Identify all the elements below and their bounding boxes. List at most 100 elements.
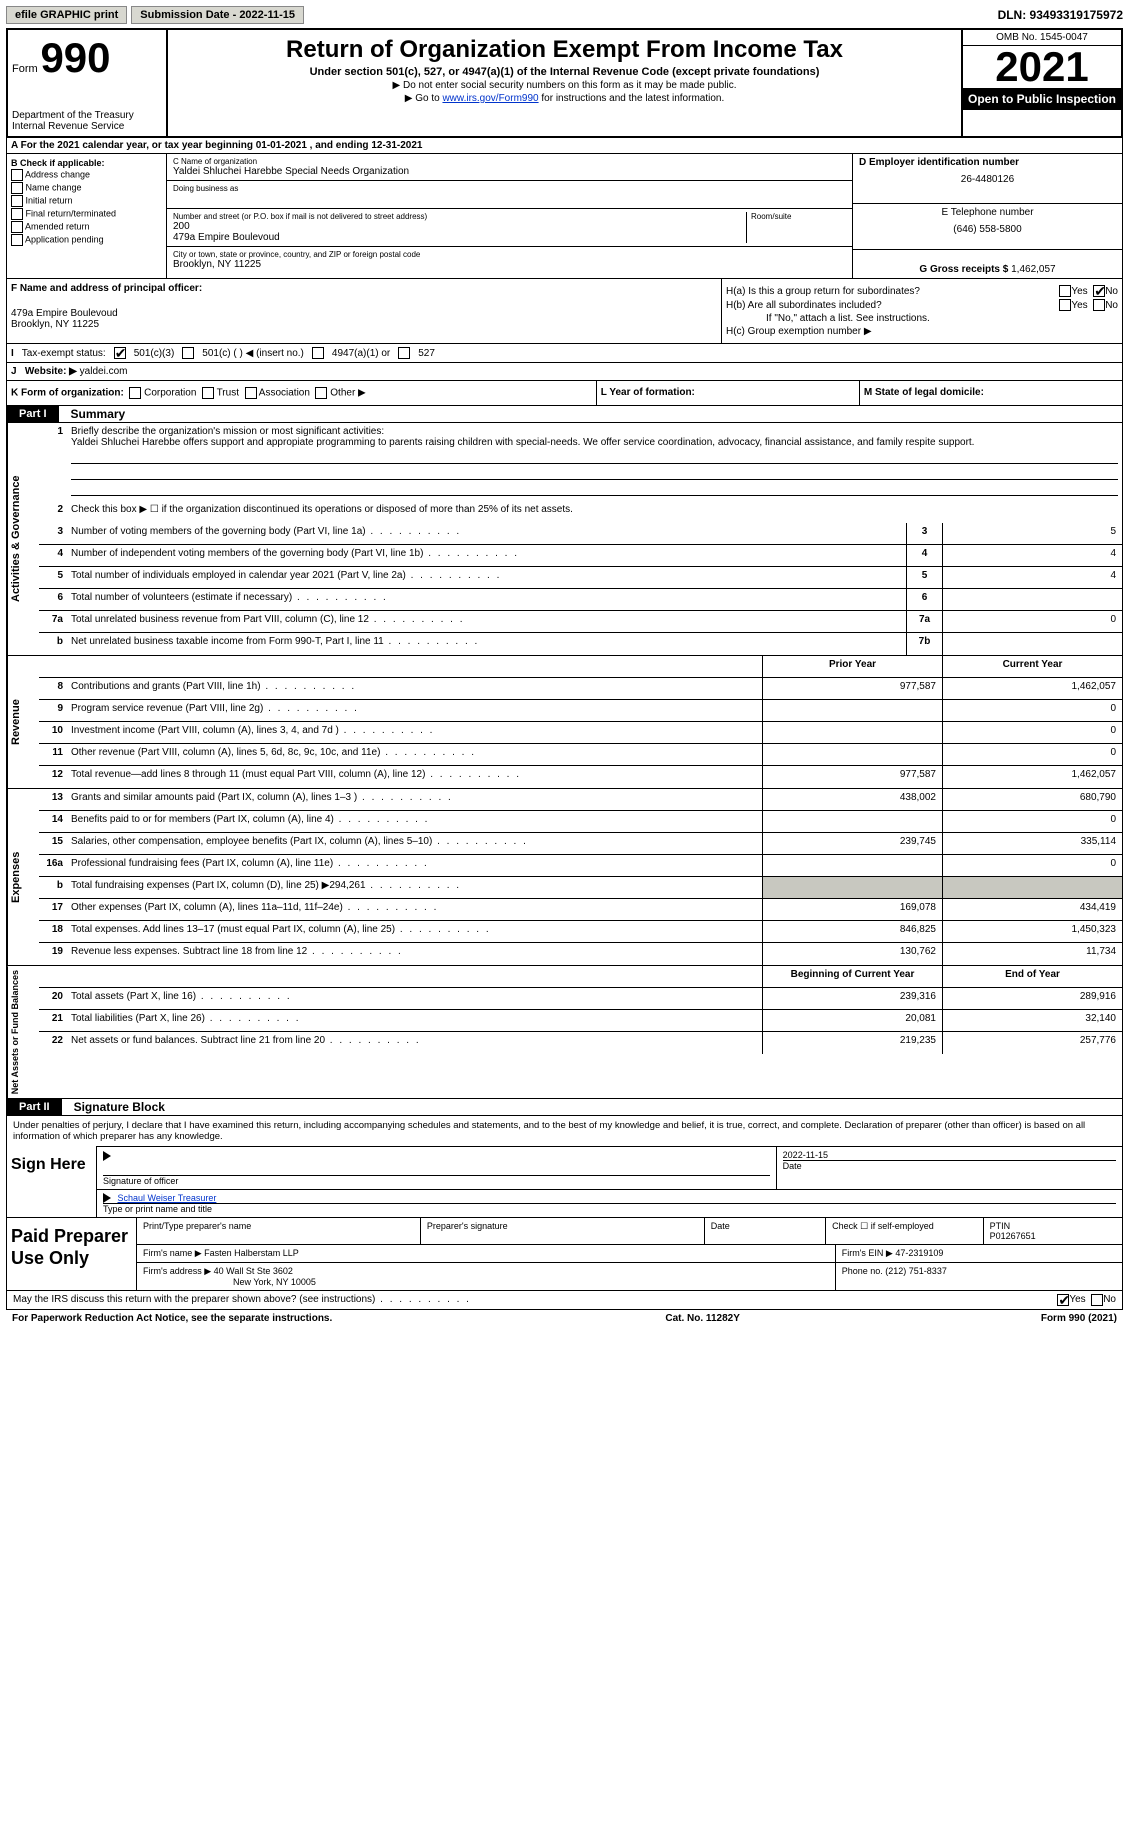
ha-label: H(a) Is this a group return for subordin… <box>726 286 1059 297</box>
section-b-c-d: B Check if applicable: Address change Na… <box>6 154 1123 279</box>
form-title: Return of Organization Exempt From Incom… <box>176 36 953 64</box>
signature-declaration: Under penalties of perjury, I declare th… <box>7 1116 1122 1146</box>
submission-date-button[interactable]: Submission Date - 2022-11-15 <box>131 6 304 24</box>
vtab-revenue: Revenue <box>7 656 39 788</box>
cb-4947[interactable] <box>312 347 324 359</box>
m-state-domicile: M State of legal domicile: <box>864 387 984 398</box>
ha-no[interactable] <box>1093 285 1105 297</box>
sig-date-value: 2022-11-15 <box>783 1150 1116 1160</box>
form-number: 990 <box>40 34 110 81</box>
part-i-bar: Part I Summary <box>6 406 1123 423</box>
check-se[interactable]: Check ☐ if self-employed <box>826 1218 983 1244</box>
prep-date-label: Date <box>705 1218 826 1244</box>
current-year-header: Current Year <box>942 656 1122 677</box>
cb-assoc[interactable] <box>245 387 257 399</box>
type-print-label: Type or print name and title <box>103 1203 1116 1214</box>
dba-label: Doing business as <box>173 184 846 193</box>
dln-label: DLN: 93493319175972 <box>998 8 1123 22</box>
ein-value: 26-4480126 <box>859 174 1116 185</box>
firm-name: Fasten Halberstam LLP <box>204 1248 299 1258</box>
dept-treasury: Department of the Treasury <box>12 110 162 121</box>
hb-no[interactable] <box>1093 299 1105 311</box>
vtab-expenses: Expenses <box>7 789 39 965</box>
form-word: Form <box>12 63 38 75</box>
website-value: yaldei.com <box>80 366 128 377</box>
cb-app-pending[interactable]: Application pending <box>11 234 162 246</box>
firm-ein: 47-2319109 <box>895 1248 943 1258</box>
top-bar: efile GRAPHIC print Submission Date - 20… <box>6 6 1123 24</box>
sig-officer-label: Signature of officer <box>103 1175 770 1186</box>
tax-year: 2021 <box>963 46 1121 88</box>
phone-label: E Telephone number <box>859 207 1116 218</box>
officer-name[interactable]: Schaul Weiser Treasurer <box>118 1193 217 1203</box>
l-year-formation: L Year of formation: <box>601 387 695 398</box>
col-c-org-info: C Name of organization Yaldei Shluchei H… <box>167 154 852 278</box>
cb-other[interactable] <box>315 387 327 399</box>
officer-addr2: Brooklyn, NY 11225 <box>11 319 717 330</box>
part-ii-title: Signature Block <box>62 1100 165 1114</box>
vtab-netassets: Net Assets or Fund Balances <box>7 966 39 1098</box>
begin-year-header: Beginning of Current Year <box>762 966 942 987</box>
sign-here-label: Sign Here <box>7 1146 97 1217</box>
irs-label: Internal Revenue Service <box>12 121 162 132</box>
footer-last: For Paperwork Reduction Act Notice, see … <box>6 1310 1123 1327</box>
street-label: Number and street (or P.O. box if mail i… <box>173 212 746 221</box>
discuss-row: May the IRS discuss this return with the… <box>6 1291 1123 1310</box>
col-h-group: H(a) Is this a group return for subordin… <box>722 279 1122 343</box>
discuss-no[interactable] <box>1091 1294 1103 1306</box>
form-footer: Form 990 (2021) <box>841 1313 1117 1324</box>
city-value: Brooklyn, NY 11225 <box>173 259 846 270</box>
row-a-calendar-year: A For the 2021 calendar year, or tax yea… <box>6 138 1123 154</box>
q2-text: Check this box ▶ ☐ if the organization d… <box>67 501 1122 523</box>
ptin-label: PTIN <box>990 1221 1116 1231</box>
cb-501c[interactable] <box>182 347 194 359</box>
irs-link[interactable]: www.irs.gov/Form990 <box>442 93 538 104</box>
efile-print-button[interactable]: efile GRAPHIC print <box>6 6 127 24</box>
cat-no: Cat. No. 11282Y <box>565 1313 841 1324</box>
header-middle: Return of Organization Exempt From Incom… <box>168 30 961 136</box>
end-year-header: End of Year <box>942 966 1122 987</box>
ein-label: D Employer identification number <box>859 157 1019 168</box>
sig-date-label: Date <box>783 1160 1116 1171</box>
firm-addr2: New York, NY 10005 <box>143 1277 316 1287</box>
cb-initial-return[interactable]: Initial return <box>11 195 162 207</box>
paid-preparer-label: Paid Preparer Use Only <box>7 1218 137 1290</box>
discuss-yes[interactable] <box>1057 1294 1069 1306</box>
ha-yes[interactable] <box>1059 285 1071 297</box>
form-header: Form 990 Department of the Treasury Inte… <box>6 28 1123 138</box>
cb-final-return[interactable]: Final return/terminated <box>11 208 162 220</box>
public-inspection: Open to Public Inspection <box>963 88 1121 110</box>
activities-governance-grid: Activities & Governance 1 Briefly descri… <box>6 423 1123 656</box>
row-i-tax-status: I Tax-exempt status: 501(c)(3) 501(c) ( … <box>6 344 1123 363</box>
gross-label: G Gross receipts $ <box>919 264 1008 275</box>
form-subtitle: Under section 501(c), 527, or 4947(a)(1)… <box>176 66 953 78</box>
cb-corp[interactable] <box>129 387 141 399</box>
print-name-label: Print/Type preparer's name <box>137 1218 421 1244</box>
netassets-grid: Net Assets or Fund Balances Beginning of… <box>6 966 1123 1099</box>
header-right: OMB No. 1545-0047 2021 Open to Public In… <box>961 30 1121 136</box>
col-b-checkboxes: B Check if applicable: Address change Na… <box>7 154 167 278</box>
gross-value: 1,462,057 <box>1011 264 1056 275</box>
cb-name-change[interactable]: Name change <box>11 182 162 194</box>
prep-phone: (212) 751-8337 <box>885 1266 947 1276</box>
row-j-website: J Website: ▶ yaldei.com <box>6 363 1123 381</box>
hb-label: H(b) Are all subordinates included? <box>726 300 1059 311</box>
col-d-ein: D Employer identification number 26-4480… <box>852 154 1122 278</box>
part-i-title: Summary <box>59 407 126 421</box>
firm-addr-label: Firm's address ▶ <box>143 1266 211 1276</box>
cb-501c3[interactable] <box>114 347 126 359</box>
col-f-officer: F Name and address of principal officer:… <box>7 279 722 343</box>
ptin-value: P01267651 <box>990 1231 1116 1241</box>
cb-527[interactable] <box>398 347 410 359</box>
row-k-form-org: K Form of organization: Corporation Trus… <box>6 381 1123 406</box>
cb-address-change[interactable]: Address change <box>11 169 162 181</box>
hb-yes[interactable] <box>1059 299 1071 311</box>
cb-amended[interactable]: Amended return <box>11 221 162 233</box>
phone-value: (646) 558-5800 <box>859 224 1116 235</box>
officer-addr1: 479a Empire Boulevoud <box>11 308 717 319</box>
discuss-text: May the IRS discuss this return with the… <box>13 1294 1057 1306</box>
org-name: Yaldei Shluchei Harebbe Special Needs Or… <box>173 166 846 177</box>
paid-preparer-section: Paid Preparer Use Only Print/Type prepar… <box>6 1218 1123 1291</box>
cb-trust[interactable] <box>202 387 214 399</box>
street-value: 479a Empire Boulevoud <box>173 232 746 243</box>
